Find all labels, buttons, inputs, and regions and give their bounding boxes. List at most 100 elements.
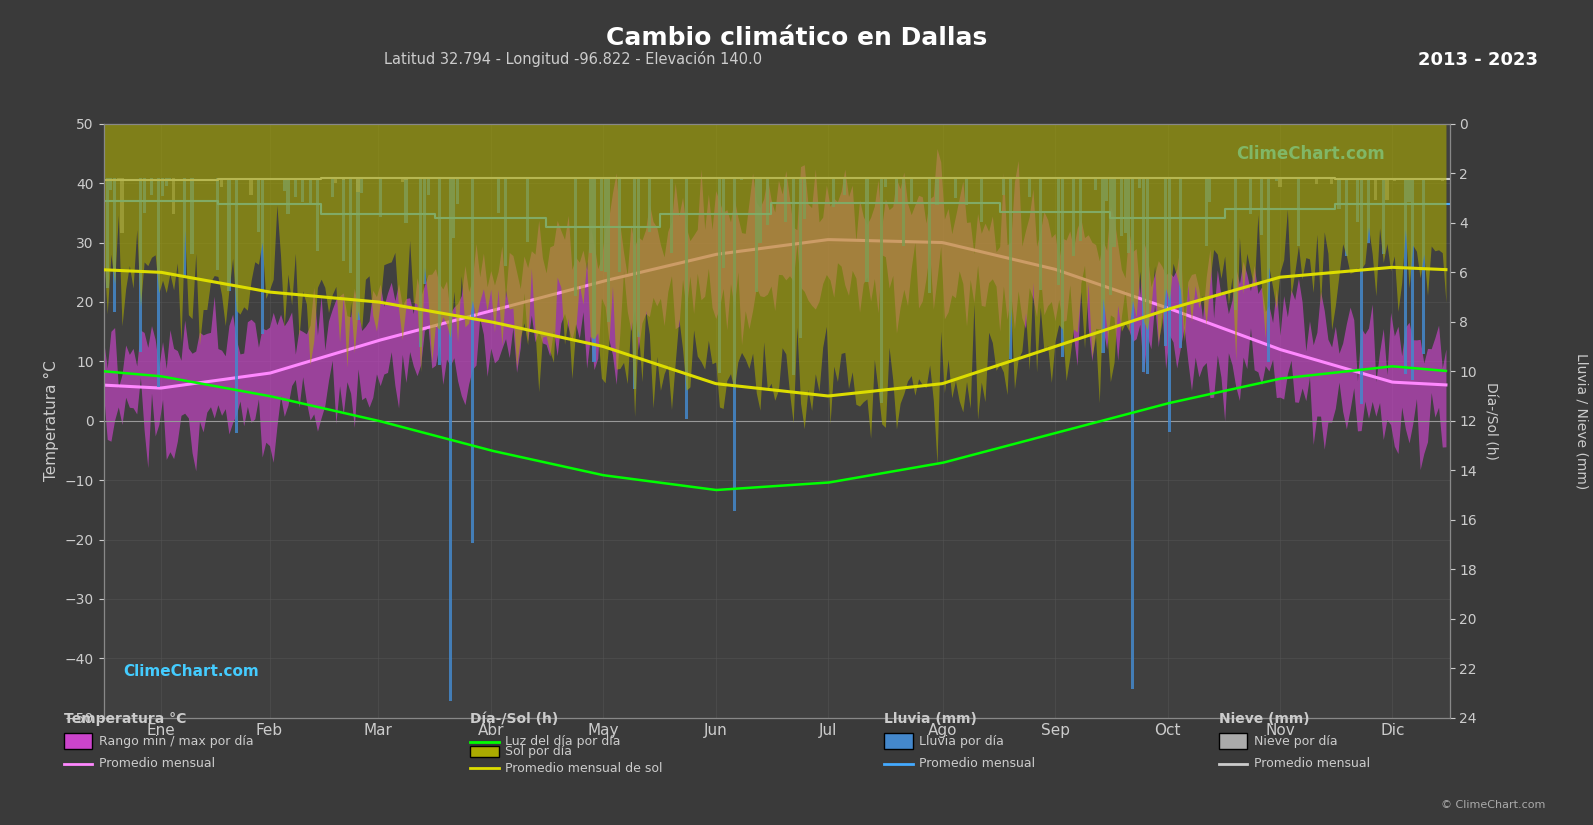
Bar [1109, 177, 1112, 295]
Bar [1274, 177, 1278, 181]
Bar [685, 177, 688, 419]
Bar [648, 177, 652, 233]
Y-axis label: Día-/Sol (h): Día-/Sol (h) [1485, 382, 1497, 460]
Bar [1168, 177, 1171, 432]
Text: Promedio mensual: Promedio mensual [919, 757, 1035, 771]
Bar [331, 177, 335, 196]
Bar [282, 177, 285, 191]
Bar [965, 177, 969, 205]
Bar [1027, 177, 1031, 197]
Bar [526, 177, 529, 242]
Bar [935, 177, 938, 205]
Bar [335, 177, 338, 183]
Text: © ClimeChart.com: © ClimeChart.com [1440, 800, 1545, 810]
Bar [865, 177, 868, 281]
Bar [792, 177, 795, 375]
Bar [910, 177, 913, 203]
Text: Promedio mensual: Promedio mensual [1254, 757, 1370, 771]
Bar [1061, 177, 1064, 356]
Bar [671, 177, 674, 252]
Bar [589, 177, 593, 253]
Bar [1344, 177, 1348, 256]
Bar [113, 177, 116, 312]
Bar [601, 177, 604, 271]
Bar [1145, 177, 1149, 374]
Bar [718, 177, 722, 373]
Bar [250, 177, 253, 196]
Bar [105, 177, 108, 288]
Bar [1249, 177, 1252, 214]
Bar [1204, 177, 1207, 246]
Bar [379, 177, 382, 217]
Bar [1139, 177, 1142, 188]
Bar [357, 177, 360, 191]
Bar [1112, 177, 1115, 247]
Bar [164, 177, 167, 186]
Bar [360, 177, 363, 193]
Bar [1411, 177, 1415, 380]
Bar [1338, 177, 1341, 209]
Bar [1123, 177, 1126, 233]
Bar [755, 177, 758, 292]
Bar [632, 177, 636, 389]
Bar [980, 177, 983, 222]
Bar [1316, 177, 1319, 183]
Bar [1128, 177, 1131, 253]
Bar [741, 177, 742, 180]
Bar [1297, 177, 1300, 246]
Bar [1235, 177, 1238, 310]
Bar [604, 177, 607, 272]
Bar [438, 177, 441, 365]
Bar [220, 177, 223, 186]
Bar [1375, 177, 1378, 200]
Bar [722, 177, 725, 268]
Bar [191, 177, 194, 253]
Y-axis label: Temperatura °C: Temperatura °C [45, 361, 59, 481]
Bar [843, 177, 846, 195]
Bar [954, 177, 957, 198]
Bar [1039, 177, 1042, 290]
Bar [315, 177, 319, 251]
Text: Temperatura °C: Temperatura °C [64, 712, 186, 726]
Bar [341, 177, 344, 262]
Bar [1010, 177, 1012, 359]
Bar [593, 177, 596, 362]
Bar [497, 177, 500, 213]
Bar [1120, 177, 1123, 236]
Text: Nieve (mm): Nieve (mm) [1219, 712, 1309, 726]
Text: Lluvia por día: Lluvia por día [919, 735, 1004, 748]
Bar [607, 177, 610, 322]
Bar [1381, 177, 1384, 254]
Bar [1279, 177, 1281, 186]
Bar [1356, 177, 1359, 223]
Bar [902, 177, 905, 246]
Bar [503, 177, 507, 266]
Bar [1179, 177, 1182, 348]
Text: Nieve por día: Nieve por día [1254, 735, 1337, 748]
Bar [1359, 177, 1362, 404]
Bar [884, 177, 887, 186]
Text: Cambio climático en Dallas: Cambio climático en Dallas [605, 26, 988, 50]
Bar [832, 177, 835, 207]
Bar [618, 177, 621, 272]
Bar [110, 177, 113, 190]
Bar [1408, 177, 1411, 201]
Bar [142, 177, 145, 213]
Bar [1072, 177, 1075, 256]
Bar [341, 177, 344, 180]
Bar [733, 177, 736, 511]
Bar [784, 177, 787, 222]
Bar [1367, 177, 1370, 243]
Bar [1403, 177, 1407, 374]
Bar [449, 177, 452, 701]
Text: Lluvia (mm): Lluvia (mm) [884, 712, 977, 726]
Text: ClimeChart.com: ClimeChart.com [124, 664, 260, 679]
Bar [758, 177, 761, 243]
Bar [879, 177, 883, 403]
Text: Latitud 32.794 - Longitud -96.822 - Elevación 140.0: Latitud 32.794 - Longitud -96.822 - Elev… [384, 51, 763, 67]
Bar [1164, 177, 1168, 346]
Bar [1106, 177, 1109, 201]
Bar [234, 177, 237, 433]
Text: Día-/Sol (h): Día-/Sol (h) [470, 712, 558, 726]
Bar [1209, 177, 1212, 202]
